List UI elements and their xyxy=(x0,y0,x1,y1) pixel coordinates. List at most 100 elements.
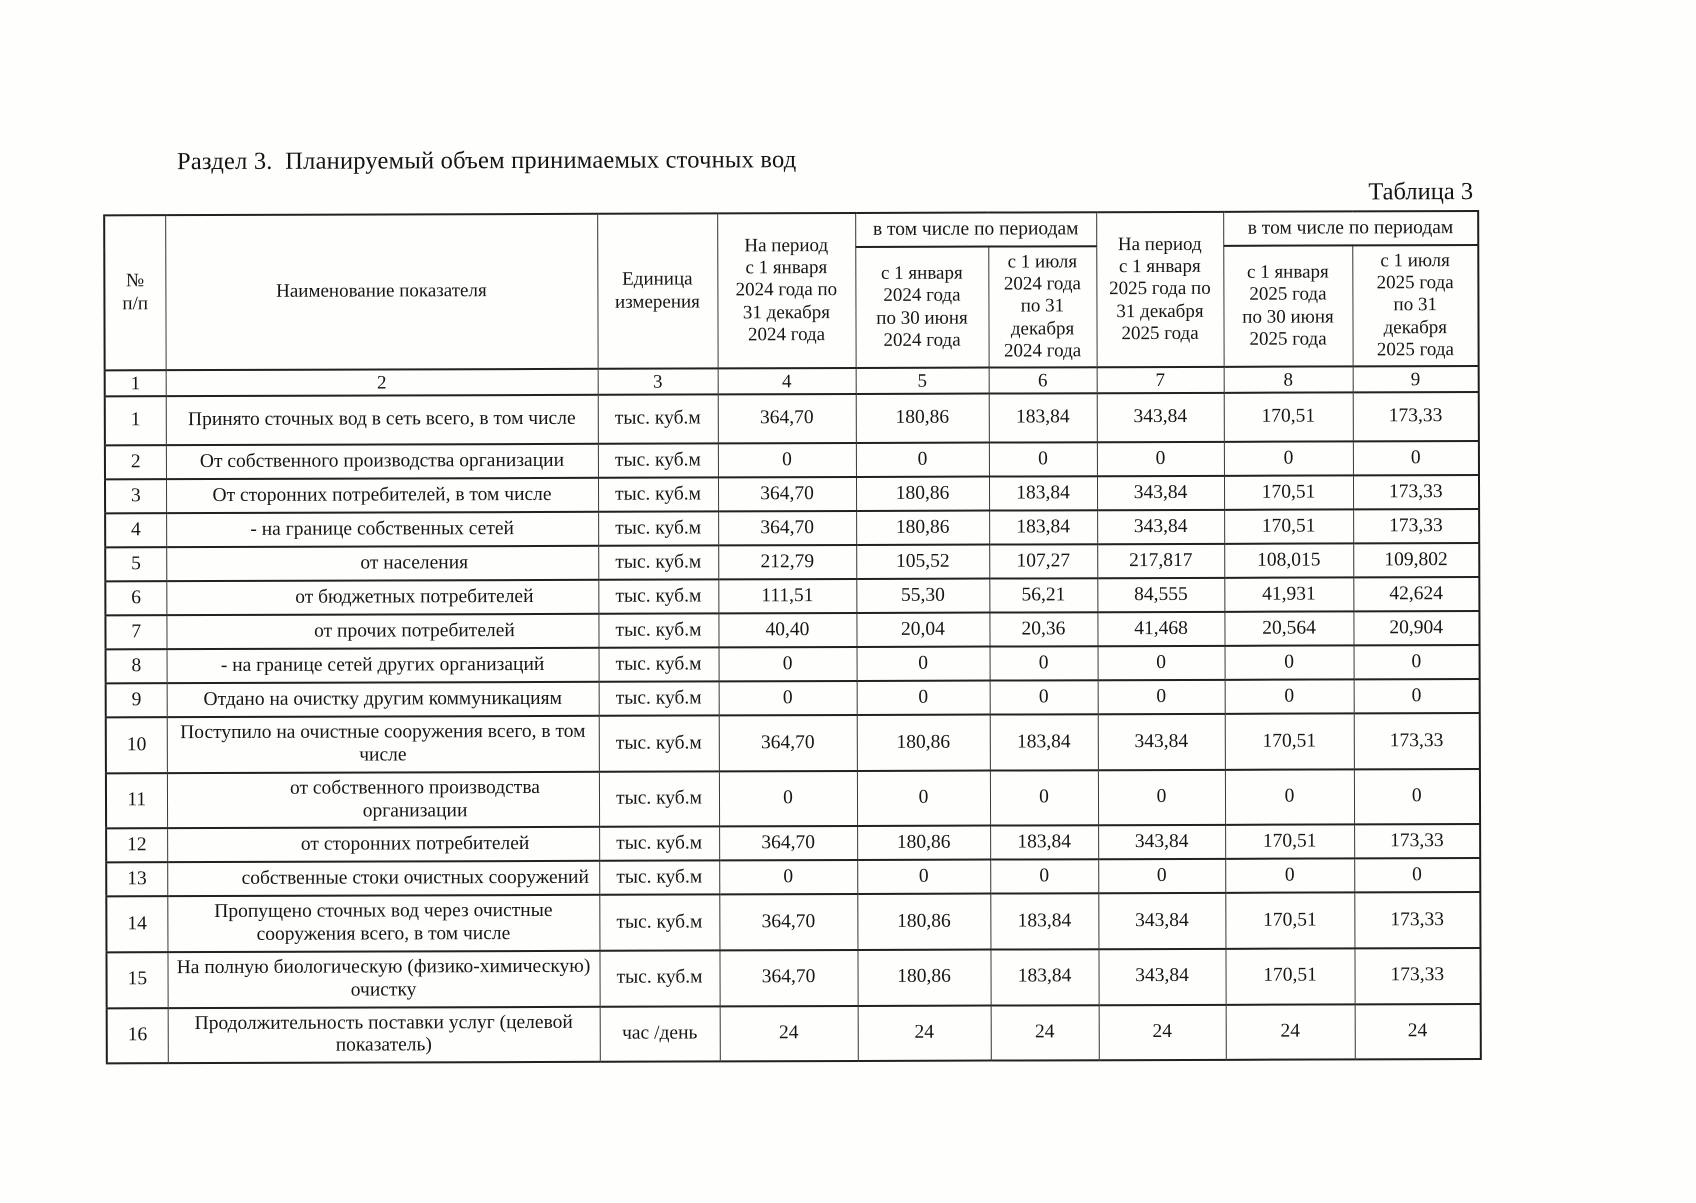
value-col8: 0 xyxy=(1223,441,1354,476)
column-number-4: 4 xyxy=(717,368,856,395)
value-col4: 364,70 xyxy=(719,894,858,951)
indicator-name: от собственного производства организации xyxy=(166,771,600,829)
value-col7: 24 xyxy=(1098,1004,1226,1061)
value-col7: 0 xyxy=(1097,679,1225,715)
unit: тыс. куб.м xyxy=(598,613,719,648)
value-col4: 364,70 xyxy=(718,715,857,772)
value-col5: 180,86 xyxy=(857,825,991,861)
row-number: 8 xyxy=(105,649,167,684)
value-col6: 183,84 xyxy=(989,510,1098,545)
indicator-name: от прочих потребителей xyxy=(166,613,599,650)
value-col8: 170,51 xyxy=(1225,948,1355,1005)
row-number: 13 xyxy=(106,862,168,897)
value-col8: 0 xyxy=(1224,645,1354,680)
indicator-name: Отдано на очистку другим коммуникациям xyxy=(166,681,599,718)
unit: тыс. куб.м xyxy=(597,443,718,478)
table-body: 1 Принято сточных вод в сеть всего, в том… xyxy=(104,392,1481,1064)
value-col6: 183,84 xyxy=(989,714,1098,771)
row-number: 7 xyxy=(105,615,167,650)
value-col6: 20,36 xyxy=(989,612,1098,647)
table-row: 4- на границе собственных сетей тыс. куб.… xyxy=(105,509,1480,548)
value-col7: 217,817 xyxy=(1097,543,1225,579)
value-col4: 364,70 xyxy=(718,511,857,546)
row-number: 15 xyxy=(106,952,168,1008)
value-col5: 180,86 xyxy=(857,949,991,1006)
value-col8: 170,51 xyxy=(1225,892,1355,949)
row-number: 5 xyxy=(105,547,167,582)
indicator-name: - на границе сетей других организаций xyxy=(166,647,599,684)
table-row: 11 от собственного производства организац… xyxy=(105,768,1481,829)
value-col7: 0 xyxy=(1096,441,1225,477)
value-col5: 0 xyxy=(856,770,991,827)
value-col6: 0 xyxy=(990,859,1099,894)
indicator-name: собственные стоки очистных сооружений xyxy=(167,861,600,897)
value-col9: 173,33 xyxy=(1354,892,1481,949)
unit: тыс. куб.м xyxy=(599,950,720,1007)
value-col8: 0 xyxy=(1224,679,1354,714)
indicator-name: На полную биологическую (физико-химическ… xyxy=(167,950,600,1008)
value-col4: 0 xyxy=(718,770,858,827)
header-including-periods-2024: в том числе по периодам xyxy=(855,212,1097,247)
row-number: 2 xyxy=(104,445,166,480)
value-col4: 0 xyxy=(718,647,857,682)
header-period-2025: На период с 1 января 2025 года по 31 дек… xyxy=(1096,211,1224,368)
row-number: 11 xyxy=(105,772,168,829)
table-row: 7 от прочих потребителей тыс. куб.м 40,40 20… xyxy=(105,611,1480,650)
row-number: 16 xyxy=(106,1007,168,1064)
wastewater-table: № п/п Наименование показателя Единица из… xyxy=(103,210,1482,1065)
indicator-name: Продолжительность поставки услуг (целево… xyxy=(167,1006,600,1064)
column-number-5: 5 xyxy=(855,367,989,395)
value-col6: 107,27 xyxy=(989,544,1098,579)
value-col5: 180,86 xyxy=(856,714,990,771)
value-col9: 0 xyxy=(1353,645,1480,680)
value-col7: 0 xyxy=(1098,859,1226,894)
value-col5: 180,86 xyxy=(857,893,991,950)
unit: тыс. куб.м xyxy=(598,545,719,580)
header-indicator-name: Наименование показателя xyxy=(165,213,598,371)
row-number: 9 xyxy=(105,683,167,718)
unit: тыс. куб.м xyxy=(597,477,719,512)
value-col9: 24 xyxy=(1354,1003,1481,1060)
column-number-1: 1 xyxy=(104,370,166,397)
row-number: 6 xyxy=(105,581,167,616)
indicator-name: от бюджетных потребителей xyxy=(166,579,599,616)
unit: тыс. куб.м xyxy=(599,860,720,896)
table-row: 13 собственные стоки очистных сооружений т… xyxy=(106,858,1481,897)
row-number: 1 xyxy=(104,396,166,446)
value-col7: 343,84 xyxy=(1097,713,1225,770)
unit: тыс. куб.м xyxy=(598,579,719,614)
row-number: 12 xyxy=(106,828,168,863)
value-col6: 183,84 xyxy=(988,476,1098,511)
value-col8: 170,51 xyxy=(1224,713,1354,770)
indicator-name: от населения xyxy=(166,545,599,582)
value-col5: 20,04 xyxy=(856,612,990,648)
value-col9: 173,33 xyxy=(1352,392,1479,442)
value-col7: 41,468 xyxy=(1097,611,1225,647)
value-col9: 0 xyxy=(1352,441,1480,476)
value-col4: 212,79 xyxy=(718,545,857,580)
value-col4: 24 xyxy=(719,1005,858,1062)
value-col5: 105,52 xyxy=(856,544,990,580)
header-half2-2024: с 1 июля 2024 года по 31 декабря 2024 го… xyxy=(988,246,1097,368)
indicator-name: Пропущено сточных вод через очистные соо… xyxy=(167,895,600,953)
value-col9: 42,624 xyxy=(1353,577,1480,612)
value-col6: 0 xyxy=(989,769,1099,826)
value-col9: 173,33 xyxy=(1354,947,1481,1005)
value-col4: 364,70 xyxy=(717,477,857,512)
value-col7: 343,84 xyxy=(1097,475,1225,511)
value-col5: 180,86 xyxy=(855,393,989,444)
unit: тыс. куб.м xyxy=(599,894,720,951)
table-row: 1 Принято сточных вод в сеть всего, в том… xyxy=(104,392,1479,446)
unit: тыс. куб.м xyxy=(597,394,718,444)
unit: тыс. куб.м xyxy=(598,511,719,546)
table-row: 3 От сторонних потребителей, в том числе т… xyxy=(104,475,1480,514)
value-col6: 0 xyxy=(989,646,1098,681)
value-col5: 0 xyxy=(856,646,990,682)
indicator-name: От собственного производства организации xyxy=(165,443,598,480)
value-col8: 170,51 xyxy=(1225,824,1355,860)
table-row: 8- на границе сетей других организаций ты… xyxy=(105,645,1480,684)
value-col7: 0 xyxy=(1097,769,1226,826)
unit: тыс. куб.м xyxy=(598,715,719,772)
value-col5: 24 xyxy=(857,1005,991,1062)
